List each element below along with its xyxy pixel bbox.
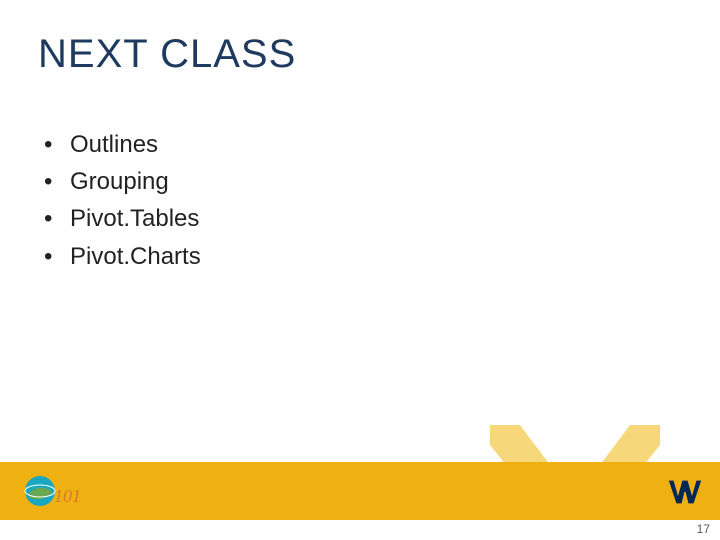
bullet-item: Pivot.Charts — [38, 238, 201, 275]
bullet-list: Outlines Grouping Pivot.Tables Pivot.Cha… — [38, 126, 201, 275]
course-logo-icon: 101 — [24, 472, 80, 510]
wv-logo-icon — [666, 476, 704, 510]
slide: NEXT CLASS Outlines Grouping Pivot.Table… — [0, 0, 720, 540]
page-number: 17 — [697, 522, 710, 536]
bullet-item: Pivot.Tables — [38, 200, 201, 237]
svg-text:101: 101 — [54, 486, 80, 506]
footer-band — [0, 462, 720, 520]
slide-title: NEXT CLASS — [38, 32, 296, 77]
bullet-item: Grouping — [38, 163, 201, 200]
bullet-item: Outlines — [38, 126, 201, 163]
